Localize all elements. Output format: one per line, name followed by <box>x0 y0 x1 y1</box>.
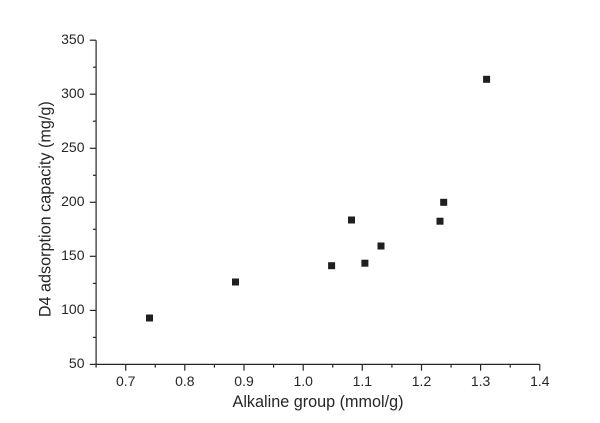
svg-text:1.4: 1.4 <box>530 373 550 389</box>
svg-text:1.2: 1.2 <box>412 373 432 389</box>
svg-text:300: 300 <box>61 85 85 101</box>
svg-text:1.0: 1.0 <box>293 373 313 389</box>
svg-text:0.7: 0.7 <box>116 373 136 389</box>
svg-text:1.1: 1.1 <box>353 373 373 389</box>
svg-text:100: 100 <box>61 301 85 317</box>
svg-text:200: 200 <box>61 193 85 209</box>
svg-text:50: 50 <box>69 355 85 371</box>
svg-text:1.3: 1.3 <box>471 373 491 389</box>
svg-text:350: 350 <box>61 31 85 47</box>
svg-text:D4 adsorption capacity (mg/g): D4 adsorption capacity (mg/g) <box>37 101 55 317</box>
svg-text:0.9: 0.9 <box>234 373 254 389</box>
svg-text:Alkaline group (mmol/g): Alkaline group (mmol/g) <box>233 393 404 411</box>
svg-text:0.8: 0.8 <box>175 373 195 389</box>
svg-text:250: 250 <box>61 139 85 155</box>
svg-text:150: 150 <box>61 247 85 263</box>
